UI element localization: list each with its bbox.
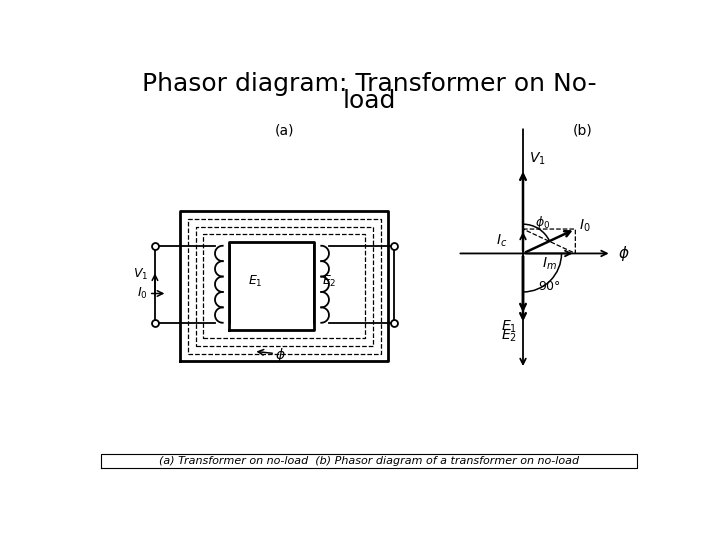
Text: $E_2$: $E_2$ (322, 274, 336, 289)
Text: $I_0$: $I_0$ (138, 286, 148, 301)
Text: $90\degree$: $90\degree$ (539, 280, 562, 293)
Text: $E_1$: $E_1$ (501, 318, 517, 334)
Text: $I_0$: $I_0$ (579, 218, 591, 234)
Text: (a): (a) (274, 123, 294, 137)
Text: (b): (b) (573, 123, 593, 137)
Text: $I_m$: $I_m$ (541, 256, 557, 272)
Text: (a) Transformer on no-load  (b) Phasor diagram of a transformer on no-load: (a) Transformer on no-load (b) Phasor di… (159, 456, 579, 465)
Text: $I_c$: $I_c$ (496, 233, 508, 249)
Text: $V_1$: $V_1$ (529, 151, 546, 167)
Text: $V_1$: $V_1$ (132, 267, 148, 282)
Text: load: load (342, 90, 396, 113)
Text: $E_1$: $E_1$ (248, 274, 263, 289)
Text: Phasor diagram: Transformer on No-: Phasor diagram: Transformer on No- (142, 72, 596, 97)
Text: $E_2$: $E_2$ (501, 327, 517, 344)
Text: $\phi$: $\phi$ (275, 346, 286, 364)
Text: $\phi_0$: $\phi_0$ (535, 214, 551, 231)
Text: $\phi$: $\phi$ (618, 244, 629, 263)
